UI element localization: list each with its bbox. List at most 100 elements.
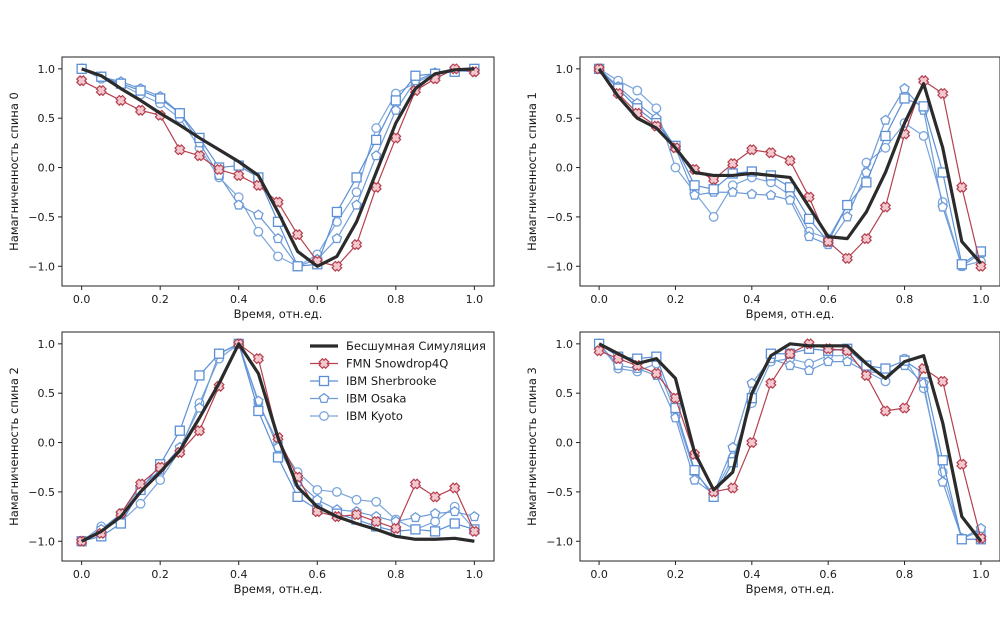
data-point — [272, 452, 284, 463]
data-point — [689, 189, 700, 200]
legend-item: Бесшумная Симуляция — [310, 339, 486, 353]
data-point — [937, 476, 949, 487]
data-point — [350, 508, 363, 521]
x-tick-label: 0.4 — [743, 568, 761, 581]
data-point — [292, 491, 303, 502]
data-point — [351, 172, 362, 183]
data-point — [253, 226, 264, 237]
data-point — [213, 348, 225, 359]
x-axis-label: Время, отн.ед. — [746, 307, 835, 321]
data-point — [75, 75, 88, 87]
legend-marker — [318, 375, 330, 387]
subplot-spin-2: 0.0 0.2 0.4 0.6 0.8 1.0 1.0 0.5 0.0 −0.5 −1.0 Время… — [7, 331, 495, 596]
legend-item: IBM Osaka — [310, 392, 406, 406]
data-point — [371, 123, 382, 134]
data-point — [746, 166, 757, 177]
data-point — [918, 101, 929, 112]
x-tick-label: 0.8 — [387, 568, 405, 581]
data-point — [193, 425, 206, 437]
data-point — [937, 201, 949, 212]
data-point — [651, 351, 662, 362]
data-point — [651, 103, 662, 114]
data-point — [449, 518, 460, 529]
data-point — [194, 402, 205, 413]
data-point — [861, 177, 872, 188]
x-tick-label: 0.0 — [73, 568, 91, 581]
data-point — [155, 475, 166, 486]
data-point — [708, 211, 719, 222]
data-point — [135, 498, 146, 509]
series-1 — [75, 63, 481, 272]
data-point — [429, 491, 441, 503]
data-point — [765, 147, 777, 159]
data-point — [312, 484, 323, 495]
data-point — [918, 131, 929, 141]
data-point — [233, 169, 245, 182]
series-0 — [80, 342, 475, 543]
data-point — [880, 363, 891, 374]
y-tick-label: −0.5 — [28, 211, 55, 224]
data-point — [899, 82, 910, 94]
data-point — [860, 369, 873, 382]
y-tick-label: 0.0 — [38, 437, 56, 450]
x-axis-label: Время, отн.ед. — [234, 582, 323, 596]
data-point — [899, 93, 910, 104]
data-point — [956, 259, 967, 270]
legend-marker — [318, 392, 330, 404]
series-line — [598, 342, 983, 543]
x-tick-label: 1.0 — [972, 568, 990, 581]
data-point — [174, 425, 185, 436]
data-point — [370, 515, 382, 528]
data-point — [311, 494, 323, 505]
data-point — [115, 518, 127, 529]
series-line — [598, 68, 982, 267]
series-line — [598, 68, 982, 267]
series-line — [598, 68, 982, 267]
data-point — [593, 345, 605, 357]
y-tick-label: 0.0 — [38, 162, 56, 175]
data-point — [937, 455, 948, 466]
data-point — [273, 251, 283, 262]
data-point — [765, 189, 777, 200]
x-tick-label: 0.4 — [743, 293, 761, 306]
x-axis-label: Время, отн.ед. — [746, 582, 835, 596]
data-point — [765, 377, 777, 389]
data-point — [650, 367, 663, 380]
data-point — [272, 233, 284, 244]
x-tick-label: 0.8 — [896, 293, 914, 306]
data-point — [689, 180, 700, 191]
data-point — [174, 144, 186, 156]
data-point — [841, 211, 853, 222]
legend-label: IBM Sherbrooke — [346, 374, 436, 388]
data-point — [370, 181, 382, 193]
y-tick-label: −0.5 — [546, 486, 573, 499]
data-point — [449, 506, 461, 517]
x-tick-label: 1.0 — [466, 568, 484, 581]
y-tick-label: −0.5 — [28, 486, 55, 499]
data-point — [956, 534, 967, 545]
data-point — [784, 194, 796, 205]
legend-label: IBM Osaka — [346, 392, 406, 406]
data-point — [880, 114, 891, 125]
x-tick-label: 0.4 — [230, 568, 248, 581]
data-point — [351, 199, 362, 210]
x-tick-label: 0.8 — [387, 293, 405, 306]
series-line — [598, 68, 982, 265]
data-point — [291, 229, 304, 241]
y-tick-label: −1.0 — [546, 535, 573, 548]
data-point — [670, 162, 681, 173]
data-point — [784, 348, 796, 360]
data-point — [841, 252, 853, 265]
x-tick-label: 0.6 — [819, 568, 837, 581]
data-point — [746, 377, 758, 388]
data-point — [371, 496, 382, 507]
data-point — [331, 486, 342, 497]
data-point — [975, 246, 987, 257]
data-point — [350, 238, 363, 251]
y-tick-label: −1.0 — [28, 260, 55, 273]
data-point — [194, 370, 205, 381]
y-tick-label: 1.0 — [38, 338, 56, 351]
legend-label: IBM Kyoto — [346, 409, 403, 423]
